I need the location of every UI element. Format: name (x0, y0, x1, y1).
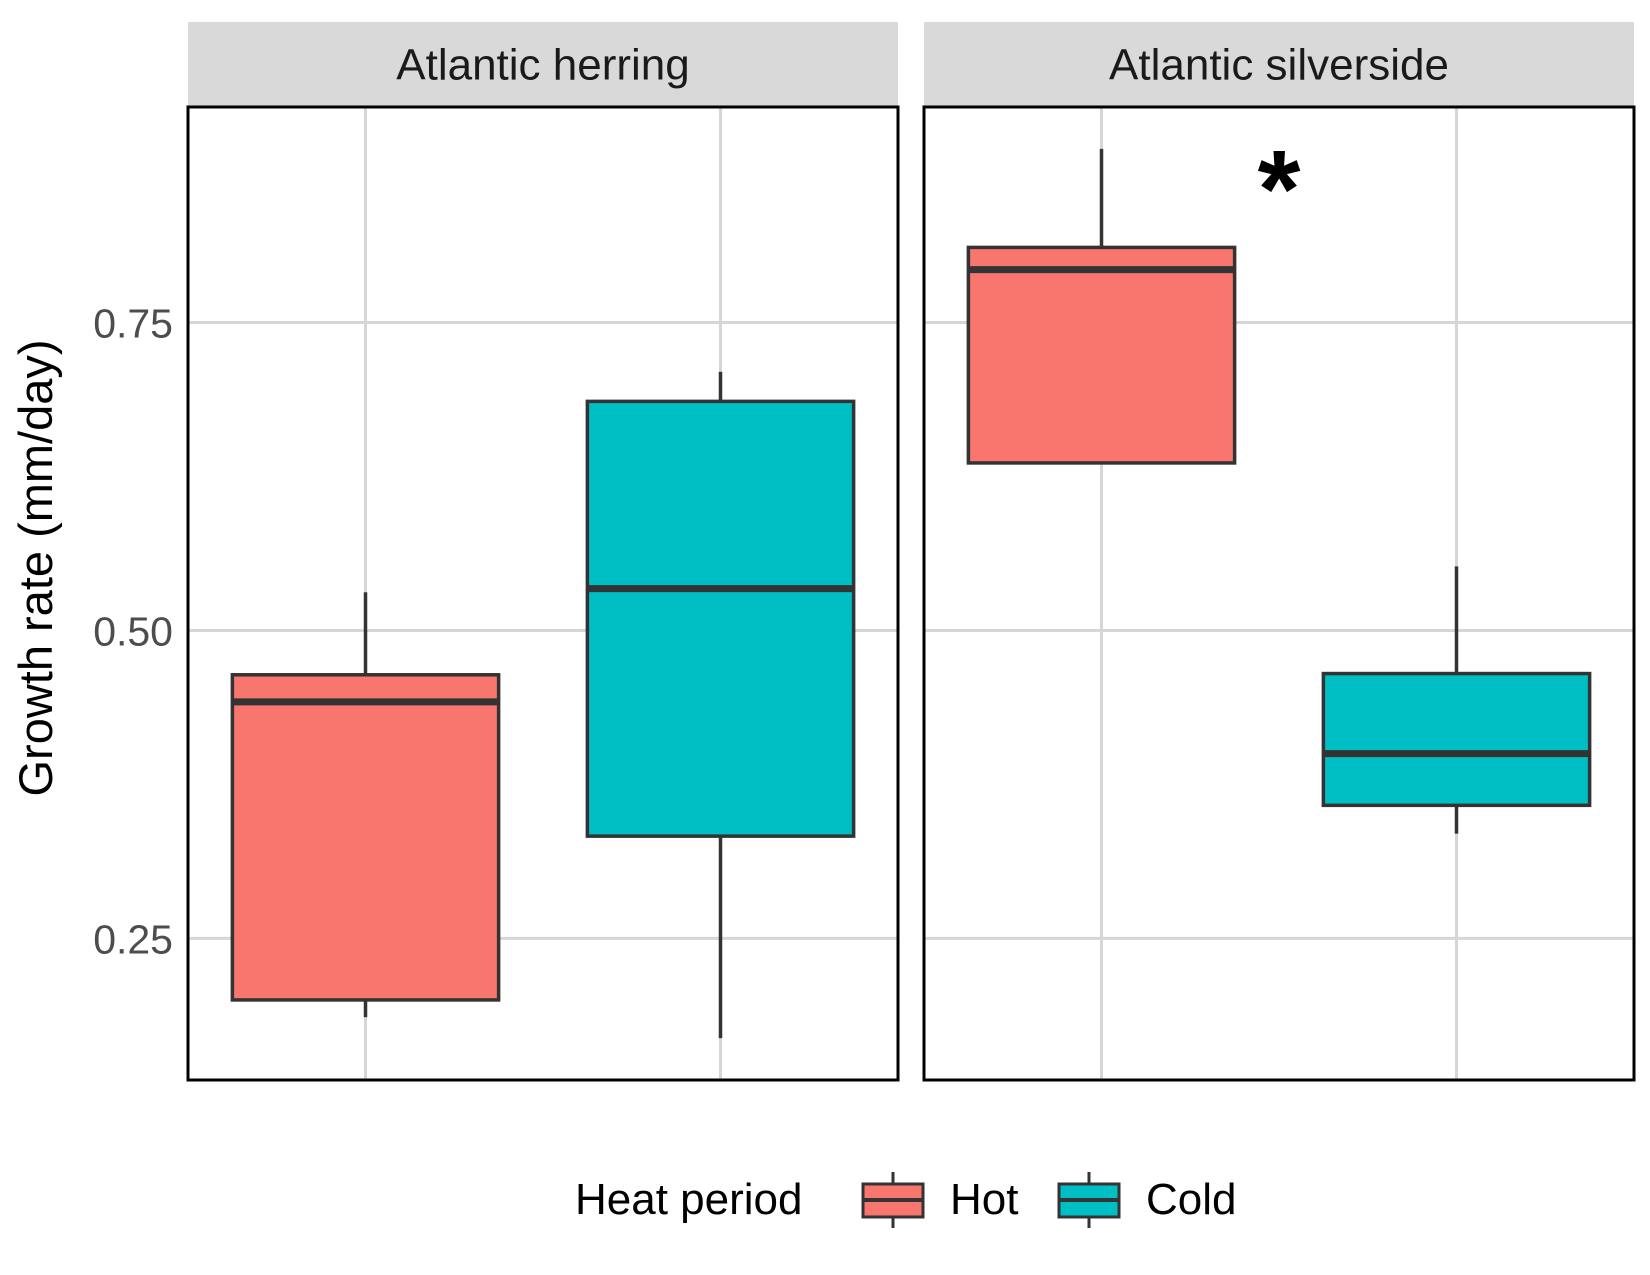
y-tick-label: 0.50 (93, 608, 173, 654)
panel-border (922, 105, 1636, 1082)
box-cold (585, 371, 856, 1039)
legend-title: Heat period (575, 1175, 802, 1224)
legend: Heat period Hot Cold (575, 1172, 1237, 1228)
y-tick-label: 0.25 (93, 916, 173, 962)
legend-label-hot: Hot (950, 1175, 1018, 1224)
box-iqr (966, 245, 1237, 465)
facet-strip-title: Atlantic silverside (1109, 41, 1449, 90)
panel-border (186, 105, 900, 1082)
facet-strip (924, 22, 1634, 107)
facet-panels: Atlantic herring Atlantic silverside * (186, 22, 1636, 1082)
box-hot (230, 592, 501, 1018)
y-tick-label: 0.75 (93, 301, 173, 347)
facet-panel: Atlantic herring (186, 22, 900, 1082)
legend-key-hot (861, 1172, 925, 1228)
box-iqr (1321, 671, 1592, 808)
box-iqr (585, 399, 856, 838)
y-axis: Growth rate (mm/day) 0.25 0.50 0.75 (9, 301, 173, 963)
significance-annotation: * (1258, 128, 1301, 251)
legend-label-cold: Cold (1146, 1175, 1237, 1224)
facet-strip-title: Atlantic herring (396, 41, 689, 90)
box-cold (1321, 566, 1592, 834)
legend-key-cold (1057, 1172, 1121, 1228)
y-axis-title: Growth rate (mm/day) (9, 339, 62, 796)
box-iqr (230, 673, 501, 1002)
box-hot (966, 148, 1237, 465)
facet-strip (188, 22, 898, 107)
facet-panel: Atlantic silverside * (922, 22, 1636, 1082)
